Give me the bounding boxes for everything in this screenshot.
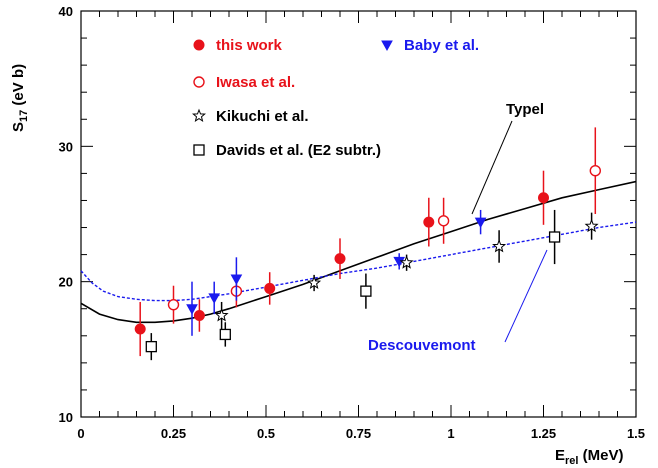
baby-et-al-point [186,304,198,315]
theory-curves [80,180,637,324]
this-work-point [334,253,346,265]
typel-pointer [471,120,513,215]
kikuchi-et-al-point [492,239,507,253]
x-tick-label: 0 [77,426,84,441]
legend-baby-et-al-marker [381,40,393,52]
x-tick-label: 1 [447,426,454,441]
y-tick-label: 20 [59,275,73,290]
plot-frame [80,10,637,418]
legend-kikuchi-et-al-label: Kikuchi et al. [216,108,309,125]
this-work-point [193,310,205,321]
legend-baby-et-al-label: Baby et al. [404,37,479,54]
legend-iwasa-et-al-marker [193,76,205,88]
kikuchi-et-al-point [214,308,229,322]
iwasa-et-al-point [167,298,180,311]
iwasa-et-al-point [589,164,601,177]
x-tick-label: 1.25 [531,426,556,441]
davids-et-al-e2-subtr-point [548,231,561,243]
this-work-point [423,216,435,228]
legend-kikuchi-et-al-marker [192,108,206,123]
legend-iwasa-et-al-label: Iwasa et al. [216,74,295,91]
legend-this-work-label: this work [216,37,283,54]
kikuchi-et-al-point [399,255,414,269]
x-tick-label: 0.25 [161,426,186,441]
legend: this work Iwasa et al. Baby et al. Kikuchi … [192,37,479,159]
kikuchi-et-al-point [584,218,599,233]
legend-this-work-marker [193,39,205,51]
y-tick-label: 40 [59,4,73,19]
y-axis-label: S17 (eV b) [10,64,30,132]
data-points [134,127,601,361]
this-work-point [264,282,276,294]
legend-davids-et-al-e2-subtr-label: Davids et al. (E2 subtr.) [216,142,381,159]
x-tick-label: 1.5 [627,426,645,441]
legend-davids-et-al-e2-subtr-marker [193,144,205,156]
this-work-point [538,192,549,204]
x-tick-label: 0.5 [257,426,275,441]
descouvemont-label: Descouvemont [368,337,476,354]
baby-et-al-point [230,274,243,285]
baby-et-al-point [208,293,221,304]
y-tick-label: 10 [59,410,73,425]
davids-et-al-e2-subtr-point [145,340,157,353]
descouvemont-pointer [504,249,548,343]
kikuchi-et-al-point [307,275,322,290]
y-tick-label: 30 [59,139,73,154]
davids-et-al-e2-subtr-point [219,328,231,341]
x-axis-label: Erel (MeV) [555,447,623,467]
iwasa-et-al-point [437,215,450,227]
davids-et-al-e2-subtr-point [360,285,372,297]
x-tick-label: 0.75 [346,426,371,441]
this-work-point [134,323,146,335]
baby-et-al-point [474,217,487,229]
typel-label: Typel [506,101,544,118]
axes: 0 0.25 0.5 0.75 1 1.25 1.5 10 20 30 40 [59,4,646,441]
